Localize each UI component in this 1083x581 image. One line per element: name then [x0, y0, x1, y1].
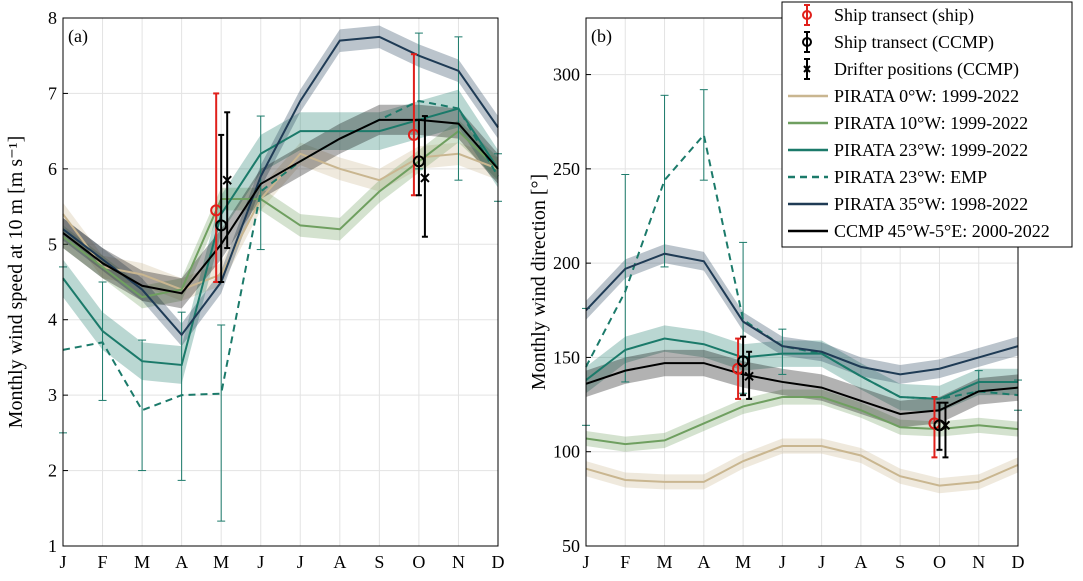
x-tick-label: S	[374, 552, 384, 572]
uncertainty-band	[63, 119, 498, 309]
x-tick-label: A	[697, 552, 710, 572]
y-tick-label: 1	[48, 536, 57, 556]
x-tick-label: O	[412, 552, 425, 572]
x-tick-label: N	[972, 552, 985, 572]
uncertainty-band	[586, 244, 1018, 384]
legend-swatch	[802, 37, 812, 47]
x-tick-label: J	[257, 552, 264, 572]
x-tick-label: M	[657, 552, 673, 572]
x-tick-label: S	[895, 552, 905, 572]
y-tick-label: 5	[48, 234, 57, 254]
y-tick-label: 100	[553, 442, 580, 462]
legend-box	[781, 1, 1073, 248]
uncertainty-band	[586, 349, 1018, 428]
x-tick-label: J	[297, 552, 304, 572]
legend-swatch	[802, 10, 812, 20]
y-axis-label: Monthly wind direction [°]	[528, 174, 550, 390]
y-tick-label: 4	[48, 310, 57, 330]
uncertainty-band	[63, 104, 498, 309]
y-tick-label: 150	[553, 347, 580, 367]
x-tick-label: D	[1012, 552, 1025, 572]
x-tick-label: J	[818, 552, 825, 572]
point-marker	[222, 175, 232, 185]
point-marker	[744, 371, 754, 381]
y-tick-label: 7	[48, 83, 57, 103]
axes-frame	[62, 17, 499, 547]
series-line	[62, 35, 499, 337]
legend-label: Ship transect (ship)	[834, 5, 974, 26]
legend-label: Ship transect (CCMP)	[834, 32, 994, 53]
panel-label: (b)	[591, 26, 612, 47]
y-tick-label: 200	[553, 253, 580, 273]
x-tick-label: J	[582, 552, 589, 572]
x-tick-label: M	[134, 552, 150, 572]
x-tick-label: A	[854, 552, 867, 572]
point-marker	[940, 420, 951, 431]
uncertainty-band	[63, 142, 498, 301]
x-tick-label: M	[735, 552, 751, 572]
x-tick-label: N	[452, 552, 465, 572]
x-tick-label: F	[98, 552, 108, 572]
uncertainty-band	[586, 325, 1018, 413]
x-tick-label: J	[59, 552, 66, 572]
legend-label: PIRATA 10°W: 1999-2022	[834, 113, 1028, 133]
x-tick-label: J	[779, 552, 786, 572]
legend-label: PIRATA 23°W: 1999-2022	[834, 140, 1028, 160]
panel-label: (a)	[68, 26, 88, 47]
y-tick-label: 250	[553, 159, 580, 179]
x-tick-label: M	[213, 552, 229, 572]
x-tick-label: D	[492, 552, 505, 572]
y-tick-label: 300	[553, 65, 580, 85]
y-tick-label: 2	[48, 461, 57, 481]
point-marker	[420, 173, 430, 183]
y-tick-label: 3	[48, 385, 57, 405]
series-line	[585, 445, 1019, 487]
legend-label: CCMP 45°W-5°E: 2000-2022	[834, 221, 1050, 241]
y-tick-label: 50	[562, 536, 580, 556]
legend-swatch	[803, 65, 811, 73]
x-tick-label: A	[333, 552, 346, 572]
legend-label: PIRATA 35°W: 1998-2022	[834, 194, 1028, 214]
legend-label: Drifter positions (CCMP)	[834, 59, 1019, 80]
legend-label: PIRATA 0°W: 1999-2022	[834, 86, 1019, 106]
y-axis-label: Monthly wind speed at 10 m [m s⁻¹]	[5, 136, 27, 429]
uncertainty-band	[586, 389, 1018, 452]
series-line	[585, 337, 1018, 400]
series-line	[585, 252, 1019, 376]
uncertainty-band	[63, 89, 498, 384]
legend-label: PIRATA 23°W: EMP	[834, 167, 987, 187]
x-tick-label: F	[620, 552, 630, 572]
y-tick-label: 6	[48, 159, 57, 179]
x-tick-label: O	[933, 552, 946, 572]
y-tick-label: 8	[48, 8, 57, 28]
x-tick-label: A	[175, 552, 188, 572]
